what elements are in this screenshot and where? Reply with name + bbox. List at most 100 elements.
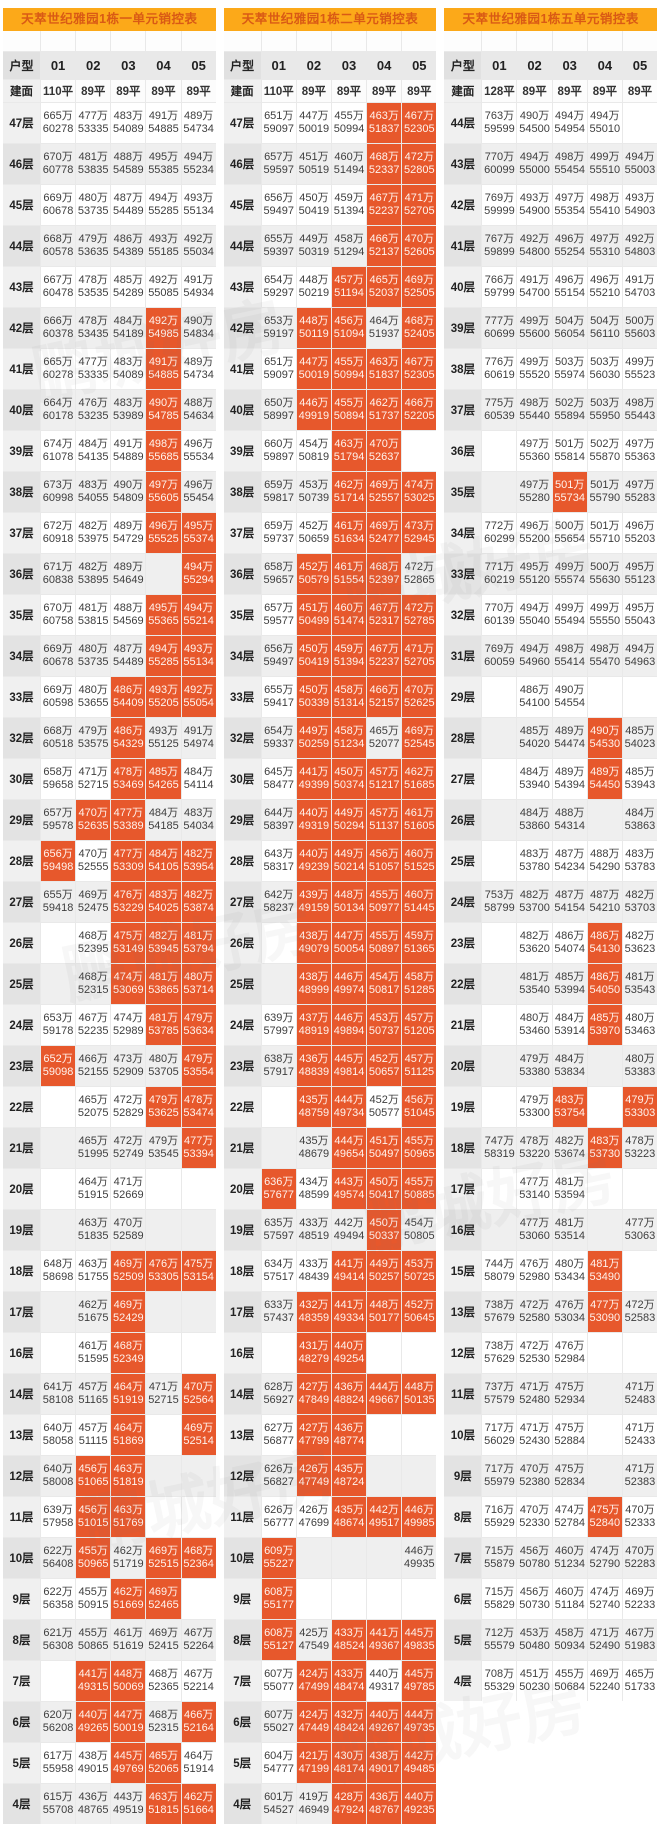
- price-total: 498万: [590, 642, 620, 655]
- floor-label: 21层: [223, 1128, 261, 1168]
- price-total: 485万: [555, 970, 585, 983]
- price-cell: 491万 54934: [181, 267, 216, 307]
- price-total: 438万: [299, 929, 329, 942]
- price-per-sqm: 56827: [263, 1476, 295, 1488]
- price-per-sqm: 55410: [589, 205, 621, 217]
- price-total: 492万: [148, 314, 179, 327]
- table-row: 32层 668万 60518 479万 53575 486万 54329 493万 55125 4…: [3, 718, 216, 758]
- table-row: 4层 615万 55708 436万 48765 443万 49519 463万 51815 46…: [3, 1784, 216, 1824]
- floor-label: 38层: [444, 349, 482, 389]
- price-per-sqm: 49985: [404, 1517, 435, 1529]
- empty-cell: [296, 1579, 331, 1619]
- price-per-sqm: 56927: [263, 1394, 295, 1406]
- table-row: 45层 669万 60678 480万 53735 487万 54489 494万 55285 4…: [3, 185, 216, 225]
- price-per-sqm: 52705: [404, 205, 435, 217]
- price-per-sqm: 52315: [148, 1722, 179, 1734]
- price-per-sqm: 52705: [404, 656, 435, 668]
- floor-label: 41层: [3, 349, 40, 389]
- price-per-sqm: 54903: [624, 205, 656, 217]
- price-cell: 431万 48279: [296, 1333, 331, 1373]
- price-per-sqm: 54389: [113, 246, 144, 258]
- price-total: 427万: [299, 1380, 329, 1393]
- price-total: 481万: [590, 1257, 620, 1270]
- price-cell: 483万 54034: [181, 800, 216, 840]
- price-cell: 468万 52315: [76, 964, 111, 1004]
- price-per-sqm: 55205: [148, 697, 179, 709]
- price-total: 447万: [299, 355, 329, 368]
- price-cell: 452万 50657: [367, 1046, 402, 1086]
- price-cell: 492万 55034: [181, 226, 216, 266]
- price-cell: 608万 55127: [261, 1620, 296, 1660]
- price-cell: 460万 51474: [331, 595, 367, 635]
- price-total: 475万: [555, 1380, 585, 1393]
- price-total: 442万: [369, 1503, 399, 1516]
- floor-label: 39层: [3, 431, 40, 471]
- price-cell: 450万 50419: [296, 185, 331, 225]
- price-per-sqm: 53620: [519, 943, 550, 955]
- table-row: 42层 769万 59999 493万 54900 497万 55354 498万 55410 4…: [444, 185, 658, 225]
- price-cell: 462万 51664: [181, 1784, 216, 1824]
- price-per-sqm: 59497: [263, 656, 295, 668]
- spacer-cell: [587, 31, 622, 51]
- unit-column-header: 03: [552, 52, 587, 79]
- price-total: 474万: [590, 1544, 620, 1557]
- price-per-sqm: 52505: [404, 287, 435, 299]
- price-cell: 461万 51554: [331, 554, 367, 594]
- price-cell: 446万 49985: [402, 1497, 437, 1537]
- table-row: 12层 626万 56827 426万 47749 435万 48724: [223, 1456, 437, 1496]
- price-cell: 477万 53335: [76, 103, 111, 143]
- price-total: 419万: [299, 1790, 329, 1803]
- price-per-sqm: 55979: [484, 1476, 515, 1488]
- price-per-sqm: 55214: [183, 615, 214, 627]
- price-cell: 467万 52237: [367, 636, 402, 676]
- price-total: 463万: [113, 1462, 144, 1475]
- price-cell: 655万 59397: [261, 226, 296, 266]
- price-per-sqm: 56308: [42, 1640, 74, 1652]
- price-cell: 483万 54025: [146, 882, 181, 922]
- price-cell: 440万 49239: [296, 841, 331, 881]
- price-per-sqm: 59737: [263, 533, 295, 545]
- price-total: 716万: [484, 1503, 515, 1516]
- price-cell: 463万 51815: [146, 1784, 181, 1824]
- price-total: 471万: [113, 1175, 144, 1188]
- floor-label: 13层: [223, 1415, 261, 1455]
- price-cell: 463万 51837: [367, 349, 402, 389]
- price-cell: 455万 50915: [76, 1579, 111, 1619]
- price-cell: 474万 52784: [552, 1497, 587, 1537]
- price-per-sqm: 52397: [368, 574, 400, 586]
- price-total: 455万: [404, 1175, 434, 1188]
- table-row: 33层 655万 59417 450万 50339 458万 51314 466万 52157 4…: [223, 677, 437, 717]
- price-total: 435万: [334, 1462, 364, 1475]
- price-cell: 449万 50259: [296, 718, 331, 758]
- price-total: 482万: [78, 560, 108, 573]
- unit-column-header: 03: [331, 52, 367, 79]
- price-total: 486万: [519, 683, 550, 696]
- price-per-sqm: 53460: [519, 1025, 550, 1037]
- empty-cell: [482, 1210, 517, 1250]
- empty-cell: [587, 1087, 622, 1127]
- price-per-sqm: 55605: [148, 492, 179, 504]
- price-total: 440万: [369, 1667, 399, 1680]
- price-per-sqm: 52380: [519, 1476, 550, 1488]
- price-total: 494万: [625, 150, 655, 163]
- price-cell: 716万 55929: [482, 1497, 517, 1537]
- empty-cell: [41, 1333, 76, 1373]
- price-total: 479万: [78, 232, 108, 245]
- price-total: 494万: [183, 150, 214, 163]
- price-cell: 435万 48724: [331, 1456, 367, 1496]
- price-per-sqm: 49935: [404, 1558, 435, 1570]
- price-total: 462万: [183, 1790, 214, 1803]
- table-row: 26层 484万 53860 488万 54314 484万 53863: [444, 800, 658, 840]
- price-per-sqm: 50579: [298, 574, 330, 586]
- price-cell: 487万 54489: [111, 185, 146, 225]
- price-cell: 494万 55214: [181, 595, 216, 635]
- price-total: 476万: [113, 888, 144, 901]
- price-per-sqm: 50135: [404, 1394, 435, 1406]
- price-cell: 458万 51294: [331, 226, 367, 266]
- price-cell: 459万 51394: [331, 185, 367, 225]
- price-total: 474万: [555, 1503, 585, 1516]
- floor-label: 26层: [3, 923, 40, 963]
- price-total: 456万: [78, 1462, 108, 1475]
- empty-cell: [41, 923, 76, 963]
- price-cell: 477万 53063: [622, 1210, 658, 1250]
